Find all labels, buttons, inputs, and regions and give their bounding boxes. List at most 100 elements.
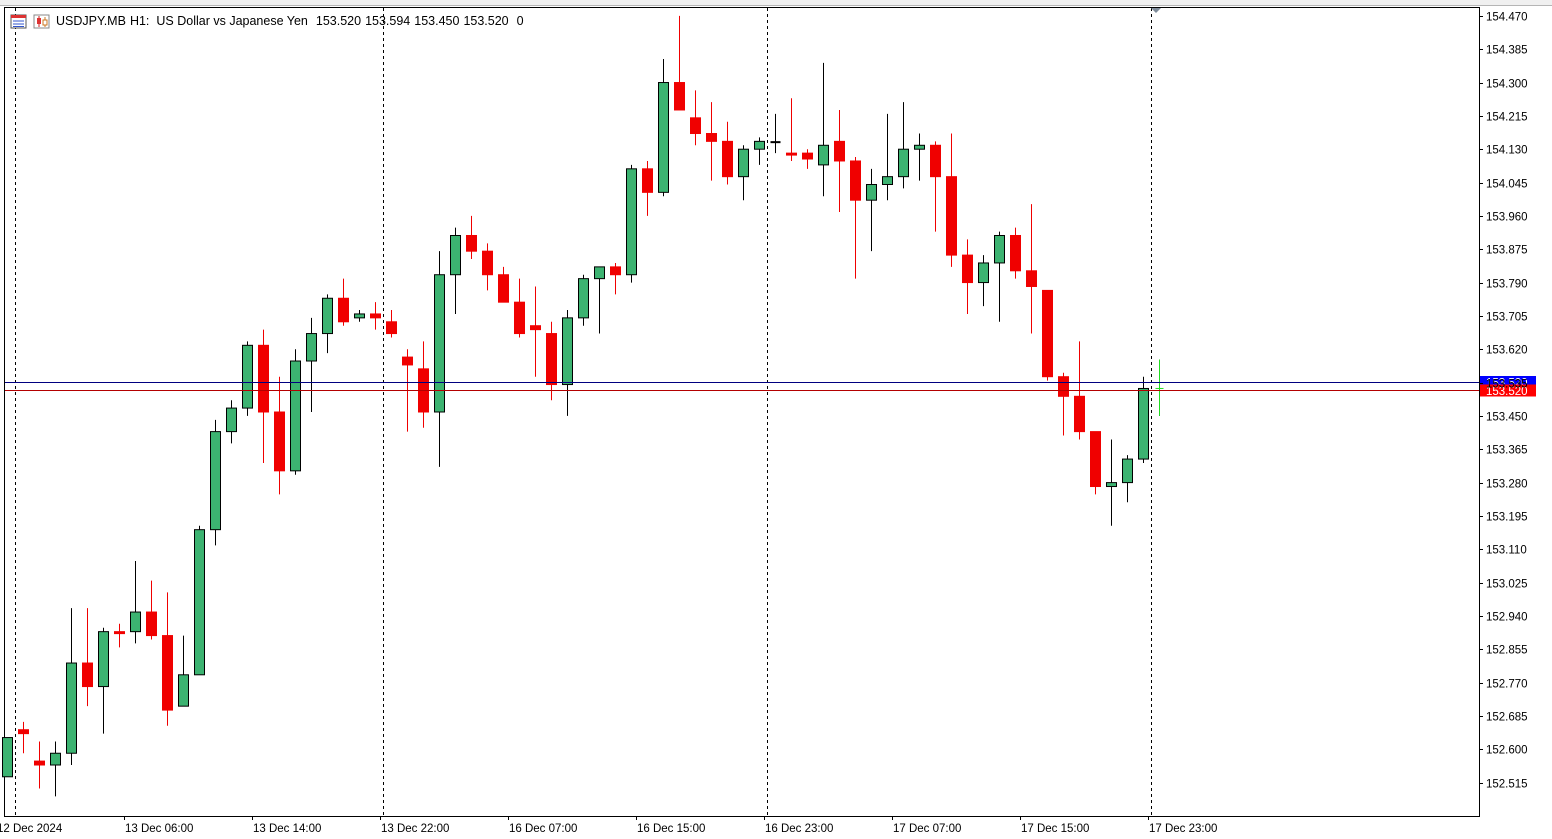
candle	[594, 266, 605, 334]
candle	[930, 141, 941, 232]
candle-body	[1010, 234, 1021, 272]
candle-body	[434, 274, 445, 413]
candle-body	[162, 635, 173, 711]
price-tick-label: 152.770	[1486, 679, 1528, 691]
candle-body	[754, 140, 765, 150]
ohlc-low: 153.450	[414, 14, 460, 28]
candle-body	[626, 168, 637, 276]
candle-body	[674, 82, 685, 111]
candle	[354, 310, 365, 322]
candle-body	[722, 140, 733, 178]
candle-body	[562, 317, 573, 386]
candle-body	[578, 278, 589, 319]
candle-chart-icon[interactable]	[33, 14, 50, 29]
candle-body	[2, 737, 13, 778]
candle	[546, 321, 557, 401]
candle	[274, 376, 285, 495]
candle-body	[738, 148, 749, 178]
chart-shift-triangle-icon[interactable]	[1151, 8, 1161, 13]
price-tick-label: 152.855	[1486, 645, 1528, 657]
price-tick-label: 154.385	[1486, 45, 1528, 57]
candle	[562, 310, 573, 416]
candle	[898, 102, 909, 189]
candle-body	[898, 148, 909, 178]
timeframe: H1:	[129, 14, 150, 28]
candle	[658, 58, 669, 197]
candle-body	[514, 301, 525, 335]
candle-body	[322, 297, 333, 335]
candle	[1010, 227, 1021, 279]
time-tick-label: 13 Dec 06:00	[125, 823, 193, 835]
candle-body	[370, 313, 381, 319]
candle	[1090, 431, 1101, 495]
candle	[114, 623, 125, 648]
candle-body	[194, 529, 205, 676]
time-tick-label: 16 Dec 15:00	[637, 823, 705, 835]
candle-body	[882, 176, 893, 186]
candle	[2, 737, 13, 778]
candle	[786, 98, 797, 161]
candle-body	[866, 184, 877, 201]
candle	[962, 239, 973, 314]
candle	[418, 341, 429, 428]
candle-body	[306, 333, 317, 362]
candle	[722, 121, 733, 185]
price-tick-label: 153.620	[1486, 345, 1528, 357]
candle-body	[930, 144, 941, 178]
candle	[226, 400, 237, 444]
candle-body	[994, 234, 1005, 264]
candle	[642, 160, 653, 216]
ask-price-label-bg	[1480, 384, 1536, 397]
candle	[738, 145, 749, 201]
candle-body	[834, 140, 845, 162]
time-tick-label: 17 Dec 15:00	[1021, 823, 1089, 835]
plot-area[interactable]	[4, 7, 1480, 817]
candle	[866, 168, 877, 252]
candle	[1138, 376, 1149, 463]
candle	[434, 251, 445, 467]
candle	[386, 310, 397, 338]
price-tick-label: 152.685	[1486, 712, 1528, 724]
candle	[514, 278, 525, 338]
candle	[50, 741, 61, 797]
price-tick-label: 152.515	[1486, 779, 1528, 791]
candle-body	[802, 152, 813, 160]
candle	[258, 329, 269, 463]
candle-body	[658, 82, 669, 193]
candle-body	[1106, 482, 1117, 488]
candle-body	[402, 356, 413, 366]
candle	[914, 133, 925, 181]
time-tick-label: 16 Dec 07:00	[509, 823, 577, 835]
candle-body	[818, 144, 829, 166]
time-tick-label: 17 Dec 07:00	[893, 823, 961, 835]
price-tick-label: 152.600	[1486, 745, 1528, 757]
price-axis[interactable]: 154.470 154.385 154.300 154.215 154.130 154.0…	[1479, 12, 1528, 791]
candle	[82, 608, 93, 707]
candle-body	[850, 160, 861, 201]
candle-body	[546, 333, 557, 386]
candle-body	[978, 262, 989, 284]
candle	[802, 149, 813, 169]
symbol-description: US Dollar vs Japanese Yen	[156, 14, 308, 28]
price-tick-label: 153.705	[1486, 312, 1528, 324]
candle-body	[594, 266, 605, 280]
candle-body	[706, 133, 717, 142]
time-tick-label: 13 Dec 14:00	[253, 823, 321, 835]
chart-menu-icon[interactable]	[10, 14, 27, 29]
price-tick-label: 153.960	[1486, 212, 1528, 224]
candle-body	[274, 411, 285, 472]
price-tick-label: 154.470	[1486, 12, 1528, 24]
candle	[1122, 455, 1133, 503]
candle-body	[786, 152, 797, 156]
candle	[850, 157, 861, 279]
candle-body	[98, 631, 109, 688]
candle-body	[690, 117, 701, 135]
candle	[946, 133, 957, 267]
candle	[98, 627, 109, 734]
candle	[194, 525, 205, 676]
time-axis[interactable]: 12 Dec 2024 13 Dec 06:00 13 Dec 14:00 13 De…	[0, 816, 1217, 835]
candle	[146, 580, 157, 640]
